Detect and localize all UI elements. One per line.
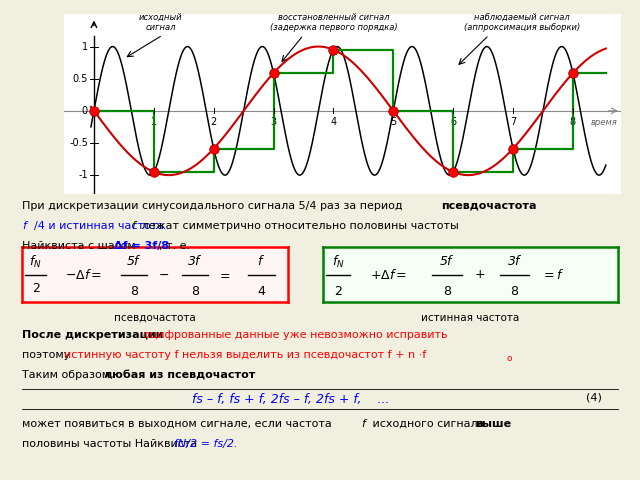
Text: 8: 8: [191, 285, 199, 298]
Point: [209, 145, 219, 153]
Text: f: f: [131, 221, 135, 231]
Text: 3: 3: [271, 117, 276, 127]
Text: o: o: [507, 354, 513, 363]
Text: псевдочастота: псевдочастота: [115, 313, 196, 323]
Text: время: время: [591, 118, 618, 127]
Point: [568, 69, 578, 77]
Text: наблюдаемый сигнал
(аппроксимация выборки): наблюдаемый сигнал (аппроксимация выборк…: [464, 13, 580, 33]
Text: $=$: $=$: [218, 268, 231, 281]
Text: исходного сигнала: исходного сигнала: [369, 419, 488, 429]
Text: /4 и истинная частота: /4 и истинная частота: [34, 221, 168, 231]
Point: [328, 46, 339, 54]
Text: $+ \Delta f =$: $+ \Delta f =$: [371, 268, 408, 282]
Text: лежат симметрично относительно половины частоты: лежат симметрично относительно половины …: [138, 221, 458, 231]
Text: 2: 2: [211, 117, 217, 127]
Text: fs – f, fs + f, 2fs – f, 2fs + f,    ...: fs – f, fs + f, 2fs – f, 2fs + f, ...: [192, 393, 390, 406]
Text: При дискретизации синусоидального сигнала 5/4 раз за период: При дискретизации синусоидального сигнал…: [22, 201, 406, 211]
Text: выше: выше: [475, 419, 511, 429]
Text: 3$f$: 3$f$: [187, 254, 203, 268]
Text: 8: 8: [443, 285, 451, 298]
Text: f: f: [22, 221, 26, 231]
Text: 5$f$: 5$f$: [126, 254, 142, 268]
Text: fN/2 = fs/2.: fN/2 = fs/2.: [174, 439, 237, 449]
Text: Найквиста с шагом: Найквиста с шагом: [22, 241, 140, 251]
Text: 6: 6: [450, 117, 456, 127]
Text: оцифрованные данные уже невозможно исправить: оцифрованные данные уже невозможно испра…: [143, 330, 448, 340]
Text: $-$: $-$: [157, 268, 169, 281]
Text: половины частоты Найквиста: половины частоты Найквиста: [22, 439, 201, 449]
Text: 8: 8: [511, 285, 518, 298]
Point: [89, 107, 99, 115]
Text: -0.5: -0.5: [69, 138, 88, 148]
Text: $+$: $+$: [474, 268, 485, 281]
Text: исходный
сигнал: исходный сигнал: [139, 13, 183, 33]
Point: [508, 145, 518, 153]
Text: (4): (4): [586, 393, 602, 403]
Text: истинная частота: истинная частота: [421, 313, 520, 323]
Text: 1: 1: [151, 117, 157, 127]
Text: -1: -1: [78, 170, 88, 180]
Text: После дискретизации: После дискретизации: [22, 330, 168, 340]
Text: 2: 2: [334, 285, 342, 298]
Text: истинную частоту f нельзя выделить из псевдочастот f + n ·f: истинную частоту f нельзя выделить из пс…: [64, 350, 426, 360]
Point: [148, 168, 159, 176]
Text: 5$f$: 5$f$: [439, 254, 455, 268]
Text: 8: 8: [130, 285, 138, 298]
Text: , т. е.: , т. е.: [159, 241, 190, 251]
Text: $f$: $f$: [257, 254, 266, 268]
Point: [388, 107, 399, 115]
Text: $= f$: $= f$: [541, 268, 564, 282]
Text: 5: 5: [390, 117, 396, 127]
Text: 4: 4: [330, 117, 337, 127]
Text: Таким образом,: Таким образом,: [22, 371, 118, 380]
Text: 4: 4: [257, 285, 266, 298]
Text: 2: 2: [32, 282, 40, 295]
Text: любая из псевдочастот: любая из псевдочастот: [104, 371, 256, 380]
Point: [448, 168, 458, 176]
Text: $f_N$: $f_N$: [332, 254, 344, 270]
Text: 3$f$: 3$f$: [507, 254, 522, 268]
Text: поэтому: поэтому: [22, 350, 74, 360]
Text: может появиться в выходном сигнале, если частота: может появиться в выходном сигнале, если…: [22, 419, 335, 429]
Text: 8: 8: [570, 117, 576, 127]
Text: $ - \Delta f =$: $ - \Delta f =$: [65, 268, 102, 282]
Text: f: f: [362, 419, 365, 429]
Text: 1: 1: [82, 42, 88, 51]
Text: Δf = 3f/8: Δf = 3f/8: [114, 241, 169, 251]
Point: [268, 69, 278, 77]
Text: 7: 7: [510, 117, 516, 127]
Text: 0: 0: [82, 106, 88, 116]
Text: $f_N$: $f_N$: [29, 254, 42, 270]
Text: восстановленный сигнал
(задержка первого порядка): восстановленный сигнал (задержка первого…: [269, 13, 397, 33]
Text: псевдочастота: псевдочастота: [442, 201, 537, 211]
Text: 0.5: 0.5: [72, 74, 88, 84]
